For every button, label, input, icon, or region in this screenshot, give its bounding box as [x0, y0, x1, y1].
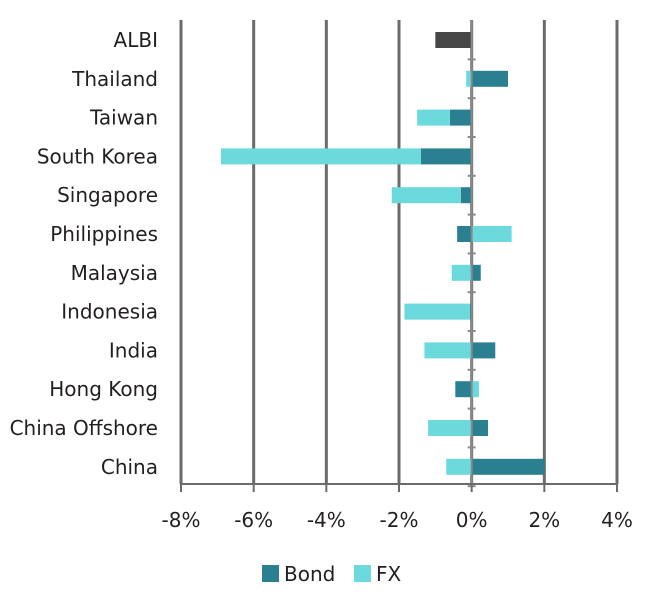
x-axis: -8% -6% -4% -2% 0% 2% 4% [162, 20, 633, 532]
legend-label-bond: Bond [284, 562, 335, 586]
x-tick-label: 0% [456, 508, 488, 532]
category-label: Philippines [50, 222, 158, 246]
bar-fx [424, 342, 472, 359]
category-label: Singapore [57, 183, 158, 207]
bar-bond [471, 420, 489, 436]
bar-fx [451, 264, 472, 281]
bar-fx [404, 303, 470, 320]
category-label: India [109, 338, 158, 362]
bar-bond [449, 109, 472, 126]
bar-fx [471, 226, 512, 242]
x-tick-label: -4% [307, 508, 346, 532]
x-tick-label: -2% [380, 508, 419, 532]
bar-bond [471, 264, 481, 281]
bar-fx [417, 109, 450, 126]
legend-label-fx: FX [376, 562, 402, 586]
bar-bond [420, 148, 472, 165]
category-labels: ALBI Thailand Taiwan South Korea Singapore Ph… [10, 28, 158, 479]
category-label: China [101, 455, 158, 479]
category-label: ALBI [114, 28, 158, 52]
bar-bond [435, 32, 472, 48]
bars [220, 32, 545, 475]
category-label: South Korea [37, 144, 158, 168]
bar-fx [220, 148, 421, 165]
bar-bond [471, 70, 508, 87]
legend-swatch-bond [262, 565, 279, 582]
x-tick-label: -8% [162, 508, 201, 532]
x-tick-label: 2% [528, 508, 560, 532]
gridlines [179, 20, 619, 484]
bar-fx [446, 458, 472, 475]
bar-bond [457, 226, 472, 242]
bar-bond [471, 458, 545, 475]
category-label: Hong Kong [49, 377, 158, 401]
category-label: Indonesia [61, 300, 158, 324]
legend-swatch-fx [354, 565, 371, 582]
bar-bond [455, 381, 472, 398]
category-label: Malaysia [71, 261, 158, 285]
bar-bond [471, 342, 496, 359]
bar-fx [471, 381, 479, 398]
bar-fx [391, 187, 461, 204]
category-label: Thailand [71, 67, 158, 91]
bar-fx [428, 420, 472, 436]
bar-fx [466, 70, 472, 87]
x-tick-label: 4% [601, 508, 633, 532]
x-tick-label: -6% [234, 508, 273, 532]
legend: Bond FX [262, 562, 402, 586]
category-label: China Offshore [10, 416, 158, 440]
category-label: Taiwan [89, 106, 158, 130]
bar-bond [460, 187, 472, 204]
